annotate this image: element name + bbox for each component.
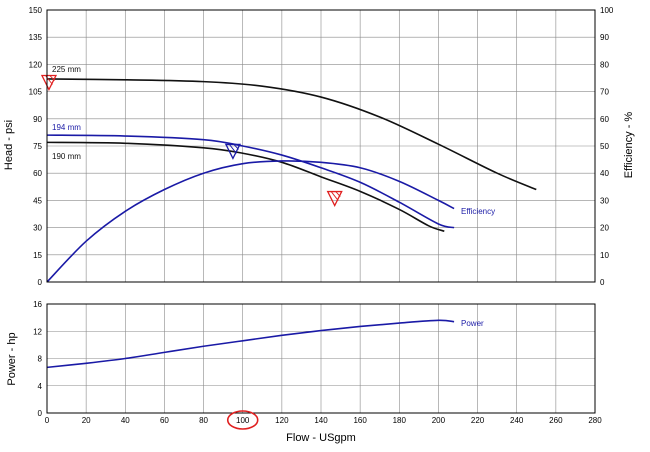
marker-hatch — [330, 191, 339, 201]
x-tick-label: 140 — [314, 416, 328, 425]
y-tick-label: 75 — [33, 142, 42, 151]
y2-tick-label: 100 — [600, 6, 614, 15]
series-layer — [40, 74, 537, 369]
x-tick-label: 60 — [160, 416, 169, 425]
bottom-panel-frame — [46, 303, 596, 414]
operating-point-marker — [224, 143, 241, 160]
y-tick-label: 105 — [29, 88, 43, 97]
curve-label-power: Power — [461, 319, 484, 328]
x-tick-label: 220 — [471, 416, 485, 425]
y2-tick-label: 60 — [600, 115, 609, 124]
series-190mm-line — [46, 141, 445, 232]
y-tick-label: 8 — [38, 355, 43, 364]
series-225mm-line — [46, 78, 537, 191]
top-panel-frame — [46, 9, 596, 283]
operating-point-marker — [40, 74, 58, 91]
marker-hatch — [49, 75, 55, 81]
y2-tick-label: 80 — [600, 60, 609, 69]
x-tick-label: 160 — [353, 416, 367, 425]
y-tick-label: 45 — [33, 196, 42, 205]
flow-axis-label: Flow - USgpm — [286, 432, 356, 444]
y-tick-label: 0 — [38, 409, 43, 418]
x-tick-label: 180 — [393, 416, 407, 425]
x-tick-label: 20 — [82, 416, 91, 425]
series-power-line — [46, 319, 455, 369]
y-tick-label: 12 — [33, 327, 42, 336]
curve-label-225mm: 225 mm — [52, 65, 81, 74]
y2-tick-label: 40 — [600, 169, 609, 178]
series-194mm-line — [46, 134, 455, 229]
tick-layer: 0153045607590105120135150010203040506070… — [29, 6, 614, 425]
x-tick-label: 80 — [199, 416, 208, 425]
x-tick-label: 40 — [121, 416, 130, 425]
x-tick-label: 240 — [510, 416, 524, 425]
y2-tick-label: 20 — [600, 224, 609, 233]
curve-label-efficiency: Efficiency — [461, 207, 495, 216]
y-tick-label: 60 — [33, 169, 42, 178]
y-tick-label: 16 — [33, 300, 42, 309]
y2-tick-label: 50 — [600, 142, 609, 151]
y2-tick-label: 10 — [600, 251, 609, 260]
y-tick-label: 4 — [38, 382, 43, 391]
y-tick-label: 90 — [33, 115, 42, 124]
power-axis-label: Power - hp — [6, 332, 18, 385]
y-tick-label: 15 — [33, 251, 42, 260]
marker-hatch — [233, 144, 239, 150]
x-tick-label: 0 — [45, 416, 50, 425]
efficiency-axis-label: Efficiency - % — [623, 112, 635, 179]
y2-tick-label: 0 — [600, 278, 605, 287]
x-tick-label: 260 — [549, 416, 563, 425]
highlight-circle — [226, 410, 259, 430]
marker-hatch — [335, 191, 341, 197]
x-tick-label: 120 — [275, 416, 289, 425]
operating-point-marker — [326, 190, 343, 208]
marker-hatch — [229, 144, 237, 154]
top-panel-grid — [46, 9, 596, 283]
y2-tick-label: 90 — [600, 33, 609, 42]
y-tick-label: 30 — [33, 224, 42, 233]
y-tick-label: 120 — [29, 60, 43, 69]
y-tick-label: 0 — [38, 278, 43, 287]
x-tick-label: 100 — [236, 416, 250, 425]
x-tick-label: 280 — [588, 416, 602, 425]
y2-tick-label: 30 — [600, 196, 609, 205]
x-tick-label: 200 — [432, 416, 446, 425]
y2-tick-label: 70 — [600, 88, 609, 97]
curve-label-190mm: 190 mm — [52, 152, 81, 161]
head-axis-label: Head - psi — [3, 120, 15, 170]
series-efficiency-line — [46, 160, 455, 283]
y-tick-label: 135 — [29, 33, 43, 42]
curve-label-194mm: 194 mm — [52, 123, 81, 132]
y-tick-label: 150 — [29, 6, 43, 15]
